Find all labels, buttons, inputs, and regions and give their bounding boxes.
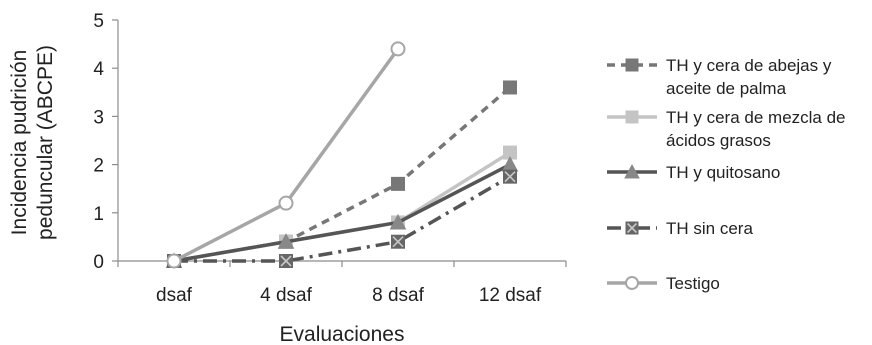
legend-entry: TH y cera de mezcla de ácidos grasos <box>607 108 846 150</box>
x-tick-label: dsaf <box>156 285 193 306</box>
y-tick-label: 4 <box>93 59 104 80</box>
legend-label: aceite de palma <box>666 79 787 98</box>
legend-entry: TH sin cera <box>607 219 753 238</box>
data-point <box>277 233 295 249</box>
data-point <box>503 80 517 95</box>
x-axis-title: Evaluaciones <box>280 323 405 345</box>
data-point <box>278 195 294 211</box>
y-tick-label: 3 <box>93 107 104 128</box>
legend-marker <box>625 110 639 124</box>
y-axis-title-line: peduncular (ABCPE) <box>34 45 57 240</box>
y-tick-label: 5 <box>93 11 104 32</box>
legend-label: Testigo <box>666 274 720 293</box>
legend-marker <box>625 58 639 72</box>
data-point <box>503 169 517 184</box>
y-tick-label: 1 <box>93 204 104 225</box>
data-point <box>279 254 293 268</box>
legend-label: TH sin cera <box>666 219 753 238</box>
legend-entry: Testigo <box>607 274 720 293</box>
x-tick-label: 4 dsaf <box>260 285 312 306</box>
y-axis-title-text: Incidencia pudrición peduncular (ABCPE) <box>8 45 57 240</box>
series-1 <box>167 80 517 268</box>
legend-entry: TH y quitosano <box>607 163 780 182</box>
data-point <box>391 176 405 191</box>
legend-entry: TH y cera de abejas y aceite de palma <box>607 56 832 98</box>
y-axis-title: Incidencia pudrición peduncular (ABCPE) <box>8 45 57 240</box>
legend-label: TH y cera de mezcla de <box>666 108 846 127</box>
series-3 <box>165 156 519 268</box>
series-line <box>173 163 511 263</box>
series-line <box>174 175 511 263</box>
legend-label: TH y quitosano <box>666 163 780 182</box>
y-axis-title-line: Incidencia pudrición <box>8 50 31 236</box>
y-tick-label: 2 <box>93 156 104 177</box>
legend-marker <box>624 163 640 179</box>
data-point <box>390 41 406 57</box>
legend-marker <box>625 276 639 290</box>
y-tick-label: 0 <box>93 252 104 273</box>
legend-label: ácidos grasos <box>666 131 771 150</box>
data-point <box>166 253 182 269</box>
x-tick-label: 12 dsaf <box>479 285 542 306</box>
data-point <box>389 213 407 230</box>
chart-axes: 0 1 2 3 4 5 dsaf 4 dsaf 8 dsaf 12 dsaf <box>93 11 567 306</box>
series-5 <box>166 41 406 269</box>
legend-label: TH y cera de abejas y <box>666 56 832 75</box>
chart-series <box>165 41 519 269</box>
legend-marker <box>625 221 639 235</box>
x-tick-label: 8 dsaf <box>372 285 424 306</box>
data-point <box>391 234 405 249</box>
series-2 <box>167 145 517 268</box>
